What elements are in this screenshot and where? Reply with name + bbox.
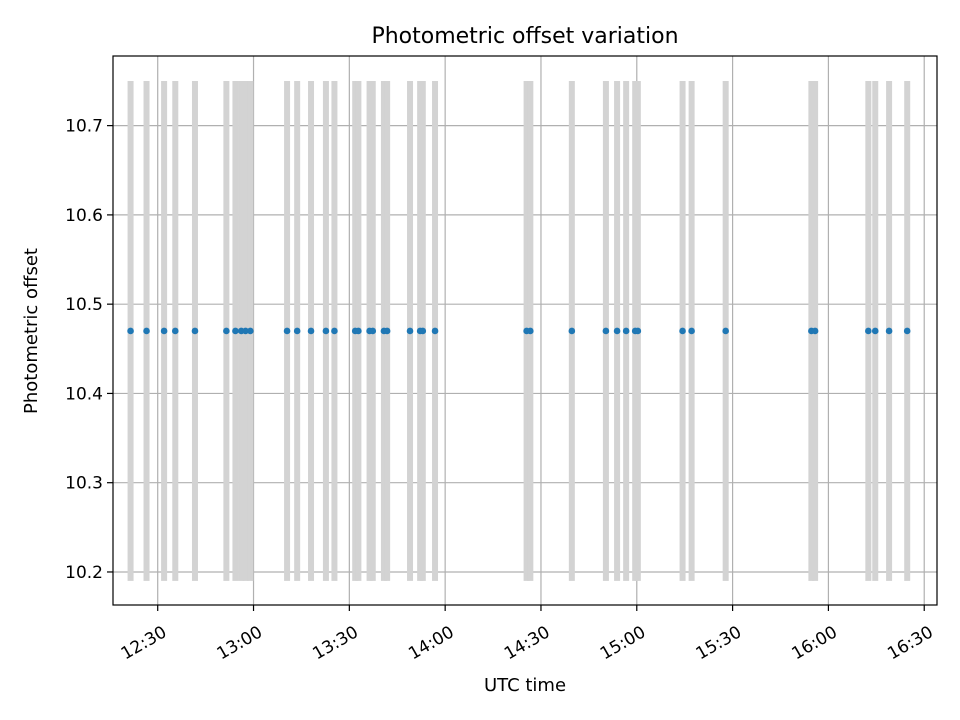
data-point: [355, 327, 362, 335]
data-point: [322, 327, 330, 335]
data-point: [419, 327, 427, 335]
data-point: [171, 327, 179, 335]
x-axis-label: UTC time: [484, 675, 566, 696]
x-tick-label: 14:30: [501, 622, 553, 664]
data-point: [223, 327, 230, 335]
x-tick-label: 13:00: [214, 622, 266, 664]
x-tick-label: 16:30: [884, 622, 936, 664]
x-tick-label: 13:30: [309, 622, 361, 664]
data-point: [293, 327, 301, 335]
data-point: [903, 327, 911, 335]
data-point: [160, 327, 168, 335]
data-point: [383, 327, 391, 335]
data-point: [527, 327, 534, 335]
data-point: [871, 327, 879, 335]
data-points: [127, 327, 911, 335]
data-point: [143, 327, 150, 335]
data-point: [247, 327, 254, 335]
y-tick-label: 10.6: [65, 206, 103, 226]
data-point: [127, 327, 134, 335]
y-axis-label: Photometric offset: [21, 248, 42, 414]
data-point: [242, 327, 249, 335]
data-point: [431, 327, 439, 335]
data-point: [602, 327, 610, 335]
data-point: [331, 327, 338, 335]
data-point: [232, 327, 239, 335]
x-tick-label: 15:00: [597, 622, 649, 664]
data-point: [688, 327, 695, 335]
y-tick-label: 10.7: [65, 117, 103, 137]
data-point: [369, 327, 377, 335]
data-point: [307, 327, 315, 335]
data-point: [885, 327, 893, 335]
data-point: [722, 327, 729, 335]
data-point: [568, 327, 576, 335]
data-point: [622, 327, 630, 335]
y-tick-label: 10.2: [65, 563, 103, 583]
x-tick-label: 15:30: [693, 622, 745, 664]
data-point: [406, 327, 414, 335]
y-tick-label: 10.5: [65, 295, 103, 315]
data-point: [811, 327, 819, 335]
x-tick-label: 14:00: [405, 622, 457, 664]
y-tick-label: 10.4: [65, 384, 103, 404]
data-point: [613, 327, 621, 335]
data-point: [679, 327, 686, 335]
y-axis-ticks: 10.2 10.3 10.4 10.5 10.6 10.7: [65, 117, 113, 583]
y-tick-label: 10.3: [65, 474, 103, 494]
data-point: [191, 327, 199, 335]
chart-title: Photometric offset variation: [371, 24, 678, 49]
plot-frame: [112, 55, 938, 606]
x-tick-label: 16:00: [788, 622, 840, 664]
data-point: [634, 327, 642, 335]
data-point: [283, 327, 291, 335]
x-tick-label: 12:30: [118, 622, 170, 664]
data-point: [865, 327, 872, 335]
x-axis-ticks: 12:30 13:00 13:30 14:00 14:30 15:00 15:30 16:00…: [118, 605, 937, 664]
